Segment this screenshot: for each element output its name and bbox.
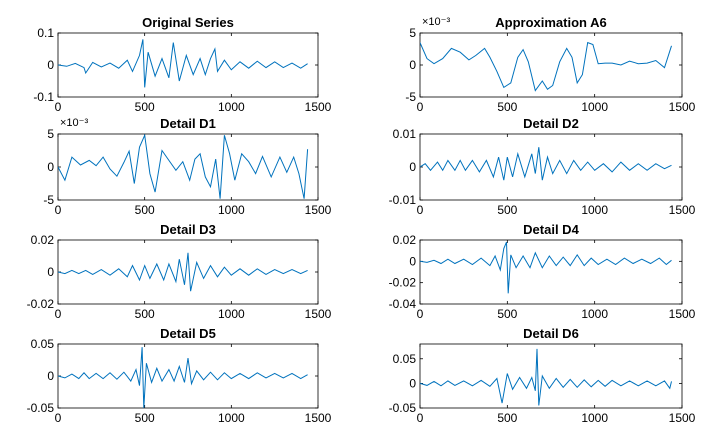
x-tick-label: 1500 <box>669 411 696 425</box>
x-tick-label: 0 <box>55 100 62 114</box>
y-tick-label: -0.04 <box>389 297 417 311</box>
x-tick-label: 1500 <box>669 203 696 217</box>
y-tick-label: -0.01 <box>389 193 417 207</box>
subplot-title: Original Series <box>142 15 234 30</box>
series-line <box>58 39 308 88</box>
x-tick-label: 0 <box>417 100 424 114</box>
y-tick-label: 5 <box>409 26 416 40</box>
subplot-title: Detail D6 <box>523 326 579 341</box>
subplot-2: Approximation A6×10⁻³0 500 1000 1500-505 <box>405 15 695 114</box>
x-tick-label: 500 <box>497 307 517 321</box>
x-tick-label: 0 <box>55 203 62 217</box>
y-tick-label: 0.1 <box>37 26 54 40</box>
plot-area <box>419 239 683 305</box>
series-line <box>420 41 672 92</box>
x-tick-label: 500 <box>497 203 517 217</box>
y-tick-label: -0.02 <box>27 297 55 311</box>
x-tick-label: 1000 <box>581 203 608 217</box>
series-line <box>58 347 308 408</box>
y-tick-label: -0.05 <box>27 401 55 415</box>
x-tick-label: 500 <box>135 203 155 217</box>
y-tick-label: 0.05 <box>393 352 417 366</box>
x-tick-label: 1500 <box>669 307 696 321</box>
x-tick-label: 1000 <box>581 100 608 114</box>
x-tick-label: 500 <box>497 411 517 425</box>
x-tick-label: 1000 <box>581 411 608 425</box>
plot-area <box>419 343 683 409</box>
y-tick-label: 0 <box>47 369 54 383</box>
x-tick-label: 1000 <box>218 203 245 217</box>
y-tick-label: 0 <box>409 160 416 174</box>
y-tick-label: 0.02 <box>393 233 417 247</box>
x-tick-label: 1500 <box>669 100 696 114</box>
x-tick-label: 500 <box>497 100 517 114</box>
y-tick-label: 5 <box>47 127 54 141</box>
x-tick-label: 1000 <box>218 100 245 114</box>
subplot-title: Detail D1 <box>160 116 216 131</box>
subplot-3: Detail D1×10⁻³0 500 1000 1500-505 <box>43 116 331 217</box>
y-tick-label: 0 <box>409 254 416 268</box>
subplot-title: Detail D2 <box>523 116 579 131</box>
x-tick-label: 0 <box>55 411 62 425</box>
plot-area <box>57 239 319 305</box>
y-tick-label: 0 <box>409 58 416 72</box>
subplot-title: Detail D4 <box>523 222 579 237</box>
plot-area <box>57 32 319 98</box>
y-tick-label: 0 <box>409 376 416 390</box>
x-tick-label: 0 <box>55 307 62 321</box>
subplot-title: Detail D3 <box>160 222 216 237</box>
subplot-6: Detail D4 0 500 1000 1500 -0.04 -0.02 0 0.02 <box>389 222 696 321</box>
series-line <box>420 241 672 294</box>
x-tick-label: 500 <box>135 411 155 425</box>
y-tick-label: 0.01 <box>393 127 417 141</box>
y-tick-label: -0.05 <box>389 401 417 415</box>
plot-area <box>57 133 319 201</box>
x-tick-label: 1000 <box>218 307 245 321</box>
exponent-label: ×10⁻³ <box>422 16 450 28</box>
x-tick-label: 1000 <box>218 411 245 425</box>
x-tick-label: 0 <box>417 307 424 321</box>
y-tick-label: 0.05 <box>31 337 55 351</box>
x-tick-label: 1500 <box>305 203 332 217</box>
series-line <box>58 252 308 292</box>
series-line <box>420 348 672 406</box>
y-tick-label: -0.1 <box>33 90 54 104</box>
x-tick-label: 1500 <box>305 411 332 425</box>
exponent-label: ×10⁻³ <box>60 117 88 129</box>
series-line <box>420 147 672 181</box>
x-tick-label: 1500 <box>305 307 332 321</box>
x-tick-label: 1500 <box>305 100 332 114</box>
series-line <box>58 134 309 199</box>
subplot-title: Approximation A6 <box>495 15 606 30</box>
subplot-title: Detail D5 <box>160 326 216 341</box>
y-tick-label: 0 <box>47 265 54 279</box>
y-tick-label: -5 <box>405 90 416 104</box>
x-tick-label: 500 <box>135 307 155 321</box>
plot-area <box>57 343 319 409</box>
x-tick-label: 1000 <box>581 307 608 321</box>
y-tick-label: -5 <box>43 193 54 207</box>
y-tick-label: -0.02 <box>389 276 417 290</box>
y-tick-label: 0 <box>47 58 54 72</box>
x-tick-label: 500 <box>135 100 155 114</box>
x-tick-label: 0 <box>417 203 424 217</box>
y-tick-label: 0.02 <box>31 233 55 247</box>
plot-area <box>419 32 683 98</box>
y-tick-label: 0 <box>47 160 54 174</box>
x-tick-label: 0 <box>417 411 424 425</box>
